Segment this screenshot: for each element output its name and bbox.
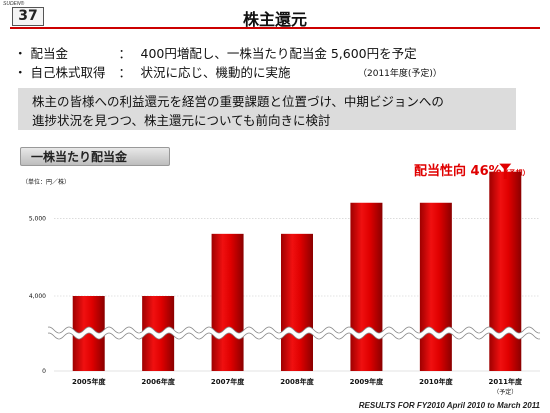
page-number: 37 — [12, 7, 44, 26]
bullet-label: 自己株式取得 — [30, 65, 106, 80]
break-line — [47, 332, 541, 340]
bar — [489, 171, 522, 371]
x-tick-label: 2009年度 — [350, 377, 384, 386]
break-line — [47, 326, 541, 334]
x-tick-label: 2006年度 — [141, 377, 175, 386]
x-tick-note: （予定） — [493, 388, 517, 396]
x-labels: 2005年度 2006年度 2007年度 2008年度 2009年度 2010年度 2011… — [72, 377, 523, 396]
y-ticks: 0 4,000 5,000 — [29, 215, 46, 375]
bullet-marker: ・ — [14, 46, 27, 61]
x-tick-label: 2008年度 — [280, 377, 314, 386]
y-tick-label: 5,000 — [29, 215, 46, 222]
policy-box: 株主の皆様への利益還元を経営の重要課題と位置づけ、中期ビジョンへの 進捗状況を見… — [18, 88, 516, 130]
corner-label: SUDEN® — [3, 1, 25, 7]
bars — [72, 171, 522, 371]
x-tick-label: 2010年度 — [419, 377, 453, 386]
bullet-colon: ： — [118, 65, 132, 80]
y-tick-label: 4,000 — [29, 293, 46, 300]
policy-line: 株主の皆様への利益還元を経営の重要課題と位置づけ、中期ビジョンへの — [32, 94, 444, 109]
footer: RESULTS FOR FY2010 April 2010 to March 2… — [358, 401, 540, 410]
unit-label: （単位：円／株） — [22, 178, 70, 186]
page-title: 株主還元 — [242, 10, 307, 29]
bar — [211, 233, 244, 371]
bar — [350, 202, 383, 371]
payout-label: 配当性向 — [414, 164, 467, 179]
bullet-note: （2011年度(予定)） — [358, 69, 442, 79]
chart-title-tab: 一株当たり配当金 — [20, 147, 170, 166]
bar — [419, 202, 452, 371]
bar — [281, 233, 313, 371]
policy-line: 進捗状況を見つつ、株主還元についても前向きに検討 — [32, 113, 331, 128]
axis-break — [47, 326, 541, 340]
break-band — [48, 327, 540, 339]
x-tick-label: 2007年度 — [211, 377, 245, 386]
arrow-head — [499, 163, 512, 171]
bullet-label: 配当金 — [30, 46, 69, 61]
bullet-marker: ・ — [14, 65, 27, 80]
title-divider — [10, 27, 540, 29]
x-tick-label: 2011年度 — [489, 377, 523, 386]
y-tick-label: 0 — [42, 368, 46, 375]
x-tick-label: 2005年度 — [72, 377, 106, 386]
bullet-text: 状況に応じ、機動的に実施 — [140, 65, 291, 80]
bullet-colon: ： — [118, 46, 132, 61]
bullet-dividend: ・配当金 ： 400円増配し、一株当たり配当金 5,600円を予定 — [14, 43, 417, 62]
bullet-text: 400円増配し、一株当たり配当金 5,600円を予定 — [140, 46, 417, 61]
payout-arrow — [499, 163, 512, 179]
bullet-buyback: ・自己株式取得 ： 状況に応じ、機動的に実施 — [14, 62, 291, 81]
